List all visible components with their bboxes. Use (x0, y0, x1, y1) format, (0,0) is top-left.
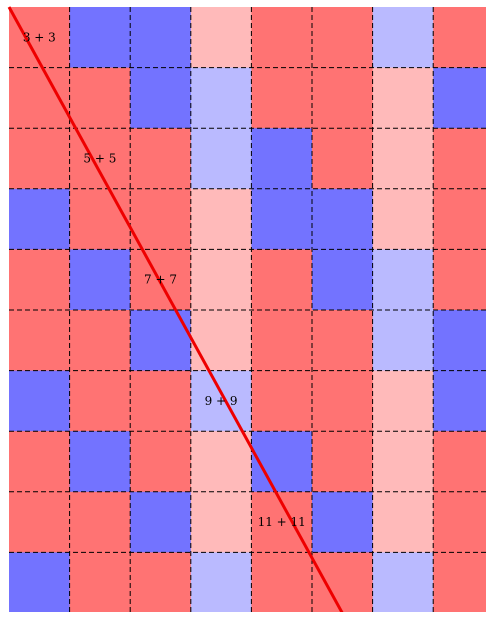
grid-cell (130, 552, 192, 614)
grid-cell (9, 491, 71, 553)
grid-cell (372, 552, 434, 614)
grid-cell (251, 188, 313, 250)
grid-cell (190, 431, 252, 493)
grid-cell (372, 188, 434, 250)
grid-cell (433, 249, 486, 311)
grid-cell (251, 370, 313, 432)
grid-cell (312, 249, 374, 311)
grid-cell (69, 188, 131, 250)
grid-cell (130, 491, 192, 553)
grid-cell (190, 552, 252, 614)
grid-cell (69, 310, 131, 372)
grid-cell (372, 491, 434, 553)
grid-cell (190, 310, 252, 372)
grid-cell (312, 310, 374, 372)
grid-cell (372, 370, 434, 432)
grid-cell (433, 188, 486, 250)
grid-cell (190, 491, 252, 553)
grid-cell (190, 188, 252, 250)
grid-cell (9, 128, 71, 190)
diagonal-layer (7, 6, 344, 614)
grid-cell (9, 67, 71, 129)
grid-cell (251, 552, 313, 614)
grid-cell (9, 310, 71, 372)
cell-label: 11 + 11 (258, 515, 306, 529)
grid-cell (312, 128, 374, 190)
grid-cell (9, 431, 71, 493)
grid-cell (372, 67, 434, 129)
grid-cell (433, 67, 486, 129)
grid-cell (69, 67, 131, 129)
grid-cell (69, 491, 131, 553)
grid-cell (372, 310, 434, 372)
grid-cell (433, 310, 486, 372)
grid-cell (69, 431, 131, 493)
grid-cell (251, 67, 313, 129)
grid-cell (190, 370, 252, 432)
grid-cell (433, 552, 486, 614)
grid-cell (312, 370, 374, 432)
grid-cell (130, 128, 192, 190)
cell-layer (9, 7, 486, 614)
grid-cell (312, 7, 374, 69)
grid-cell (251, 431, 313, 493)
grid-cell (433, 7, 486, 69)
grid-cell (190, 67, 252, 129)
cell-label: 9 + 9 (205, 394, 238, 408)
grid-cell (9, 7, 71, 69)
grid-cell (251, 7, 313, 69)
grid-cell (312, 188, 374, 250)
grid-cell (9, 370, 71, 432)
grid-cell (69, 370, 131, 432)
grid-cell (251, 249, 313, 311)
grid-cell (69, 552, 131, 614)
grid-cell (433, 491, 486, 553)
grid-cell (433, 431, 486, 493)
grid-cell (372, 7, 434, 69)
gridline-layer (9, 7, 486, 613)
grid-cell (372, 249, 434, 311)
cell-label: 5 + 5 (83, 152, 116, 166)
grid-cell (130, 370, 192, 432)
grid-cell (251, 128, 313, 190)
diagonal-line (7, 6, 344, 614)
grid-cell (372, 431, 434, 493)
grid-cell (312, 491, 374, 553)
grid-cell (433, 370, 486, 432)
grid-cell (190, 128, 252, 190)
cell-label: 3 + 3 (23, 30, 56, 44)
grid-cell (69, 7, 131, 69)
grid-cell (69, 249, 131, 311)
grid-cell (130, 7, 192, 69)
grid-cell (130, 431, 192, 493)
grid-cell (312, 431, 374, 493)
label-layer: 3 + 3 5 + 5 7 + 7 9 + 9 11 + 11 (23, 30, 306, 529)
grid-cell (190, 249, 252, 311)
grid-cell (130, 67, 192, 129)
grid-cell (312, 552, 374, 614)
grid-cell (312, 67, 374, 129)
grid-cell (9, 552, 71, 614)
grid-cell (9, 249, 71, 311)
grid-cell (251, 310, 313, 372)
grid-cell (433, 128, 486, 190)
grid-cell (130, 188, 192, 250)
grid-cell (372, 128, 434, 190)
grid-cell (190, 7, 252, 69)
cell-label: 7 + 7 (144, 273, 177, 287)
grid-cell (9, 188, 71, 250)
